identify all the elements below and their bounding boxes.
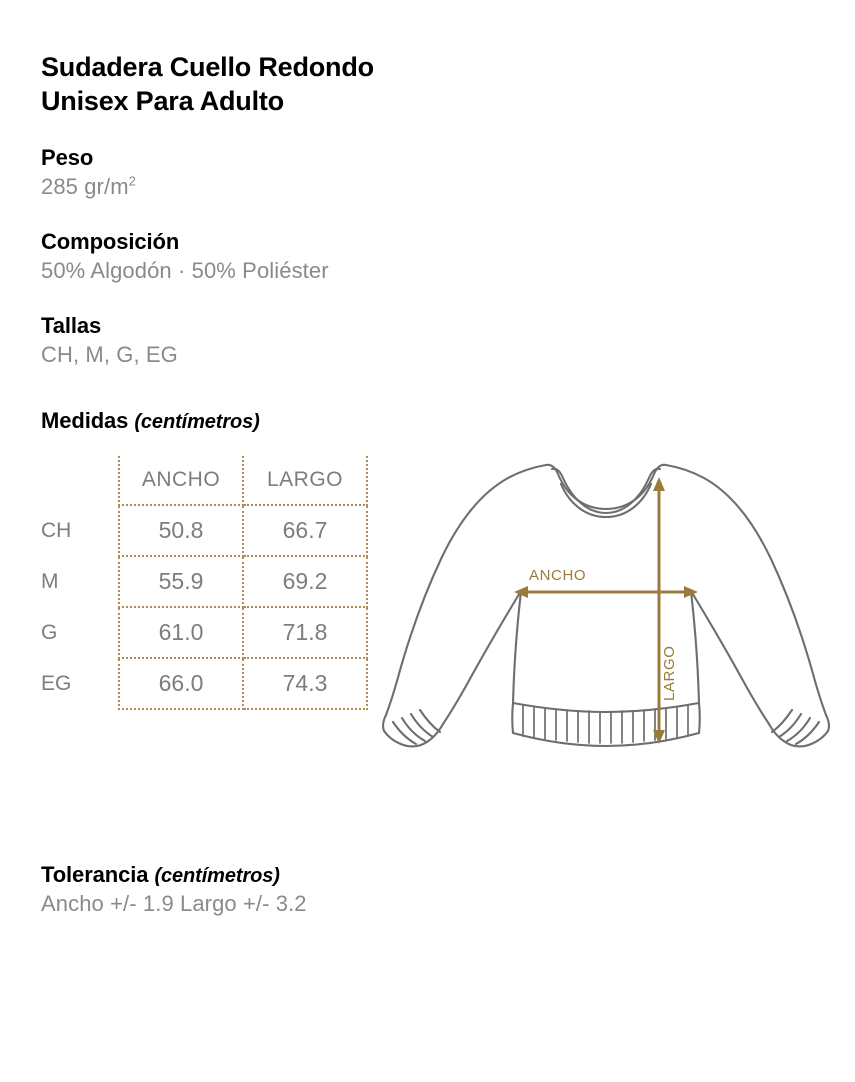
- spec-weight: Peso 285 gr/m2: [41, 144, 835, 202]
- tolerance-value: Ancho +/- 1.9 Largo +/- 3.2: [41, 891, 307, 916]
- cell-ancho: 55.9: [118, 556, 244, 608]
- measurements-unit: (centímetros): [134, 411, 260, 433]
- content-container: Sudadera Cuello Redondo Unisex Para Adul…: [41, 50, 835, 920]
- cell-largo: 74.3: [242, 658, 368, 710]
- largo-dimension-arrow: [653, 477, 665, 744]
- garment-diagram: ANCHO LARGO: [371, 451, 841, 761]
- cell-ancho: 61.0: [118, 607, 244, 659]
- spec-composition-label: Composición: [41, 229, 180, 254]
- row-size-label: CH: [41, 518, 72, 542]
- measurements-area: ANCHO LARGO CH 50.8 66.7 M 55.9 69.2 G: [41, 456, 835, 766]
- tolerance-heading: Tolerancia (centímetros): [41, 862, 835, 888]
- spec-composition: Composición 50% Algodón · 50% Poliéster: [41, 228, 835, 286]
- ancho-dimension-arrow: [514, 586, 698, 598]
- cell-largo: 71.8: [242, 607, 368, 659]
- largo-label: LARGO: [661, 645, 678, 701]
- tolerance-section: Tolerancia (centímetros) Ancho +/- 1.9 L…: [41, 862, 835, 920]
- spec-weight-number: 285 gr/m: [41, 174, 129, 199]
- product-title-line2: Unisex Para Adulto: [41, 86, 284, 116]
- size-table: ANCHO LARGO CH 50.8 66.7 M 55.9 69.2 G: [41, 456, 368, 710]
- tolerance-unit: (centímetros): [154, 865, 280, 887]
- cell-ancho: 66.0: [118, 658, 244, 710]
- sweatshirt-outline: [381, 463, 831, 748]
- column-header-ancho: ANCHO: [118, 456, 244, 506]
- measurements-heading-text: Medidas: [41, 408, 129, 433]
- table-corner-cell: [41, 456, 119, 505]
- spec-sizes-label: Tallas: [41, 313, 102, 338]
- spec-weight-superscript: 2: [128, 173, 136, 189]
- table-header-row: ANCHO LARGO: [41, 456, 368, 506]
- measurements-heading: Medidas (centímetros): [41, 408, 835, 434]
- product-title-line1: Sudadera Cuello Redondo: [41, 52, 374, 82]
- spec-sizes: Tallas CH, M, G, EG: [41, 312, 835, 370]
- hem-ribbing: [522, 705, 689, 744]
- column-header-largo: LARGO: [242, 456, 368, 506]
- spec-composition-value: 50% Algodón · 50% Poliéster: [41, 258, 329, 283]
- row-size-label: M: [41, 569, 59, 593]
- tolerance-heading-text: Tolerancia: [41, 862, 149, 887]
- ancho-label: ANCHO: [529, 567, 586, 584]
- spec-weight-label: Peso: [41, 145, 94, 170]
- cell-largo: 69.2: [242, 556, 368, 608]
- table-row: EG 66.0 74.3: [41, 658, 368, 710]
- table-row: CH 50.8 66.7: [41, 505, 368, 557]
- row-size-label: EG: [41, 671, 72, 695]
- row-size-label: G: [41, 620, 58, 644]
- cell-largo: 66.7: [242, 505, 368, 557]
- page-title: Sudadera Cuello Redondo Unisex Para Adul…: [41, 50, 835, 118]
- table-row: M 55.9 69.2: [41, 556, 368, 608]
- spec-sizes-value: CH, M, G, EG: [41, 342, 178, 367]
- cell-ancho: 50.8: [118, 505, 244, 557]
- table-row: G 61.0 71.8: [41, 607, 368, 659]
- spec-weight-value: 285 gr/m2: [41, 172, 835, 202]
